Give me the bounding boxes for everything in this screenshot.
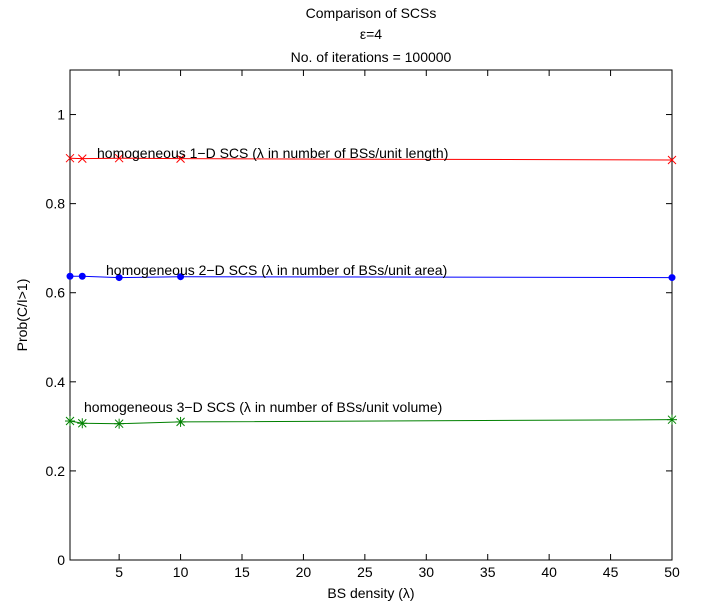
y-tick-label: 0 bbox=[57, 552, 65, 568]
series-annotation: homogeneous 2−D SCS (λ in number of BSs/… bbox=[106, 262, 447, 278]
data-point bbox=[65, 416, 75, 427]
data-point bbox=[667, 414, 677, 425]
y-tick-label: 1 bbox=[57, 107, 65, 123]
y-tick-label: 0.6 bbox=[46, 285, 66, 301]
data-point bbox=[177, 273, 185, 281]
data-point bbox=[66, 272, 74, 280]
x-tick-label: 30 bbox=[418, 564, 434, 580]
data-point bbox=[78, 272, 86, 280]
data-point bbox=[114, 418, 125, 429]
x-tick-label: 35 bbox=[480, 564, 496, 580]
chart-title-line-1: Comparison of SCSs bbox=[306, 5, 437, 21]
series-annotation: homogeneous 3−D SCS (λ in number of BSs/… bbox=[84, 399, 442, 415]
x-tick-label: 20 bbox=[296, 564, 312, 580]
x-tick-label: 25 bbox=[357, 564, 373, 580]
data-point bbox=[77, 418, 88, 429]
series-annotation: homogeneous 1−D SCS (λ in number of BSs/… bbox=[97, 145, 448, 161]
data-point bbox=[175, 416, 186, 427]
x-tick-label: 5 bbox=[115, 564, 123, 580]
data-point bbox=[115, 274, 123, 282]
y-tick-label: 0.4 bbox=[46, 374, 66, 390]
chart-title-line-3: No. of iterations = 100000 bbox=[291, 49, 452, 65]
data-point bbox=[65, 153, 75, 163]
chart-title-line-2: ε=4 bbox=[360, 26, 382, 42]
data-point bbox=[667, 155, 677, 165]
plot-area bbox=[69, 69, 673, 561]
data-point bbox=[114, 153, 124, 163]
y-tick-label: 0.2 bbox=[46, 463, 66, 479]
x-tick-label: 10 bbox=[173, 564, 189, 580]
data-point bbox=[77, 154, 87, 163]
data-point bbox=[668, 274, 676, 282]
x-tick-label: 15 bbox=[234, 564, 250, 580]
x-tick-label: 40 bbox=[541, 564, 557, 580]
x-tick-label: 50 bbox=[664, 564, 680, 580]
y-axis-label: Prob(C/I>1) bbox=[14, 279, 30, 352]
x-tick-label: 45 bbox=[603, 564, 619, 580]
data-point bbox=[176, 154, 185, 163]
y-tick-label: 0.8 bbox=[46, 196, 66, 212]
x-axis-label: BS density (λ) bbox=[327, 585, 414, 601]
